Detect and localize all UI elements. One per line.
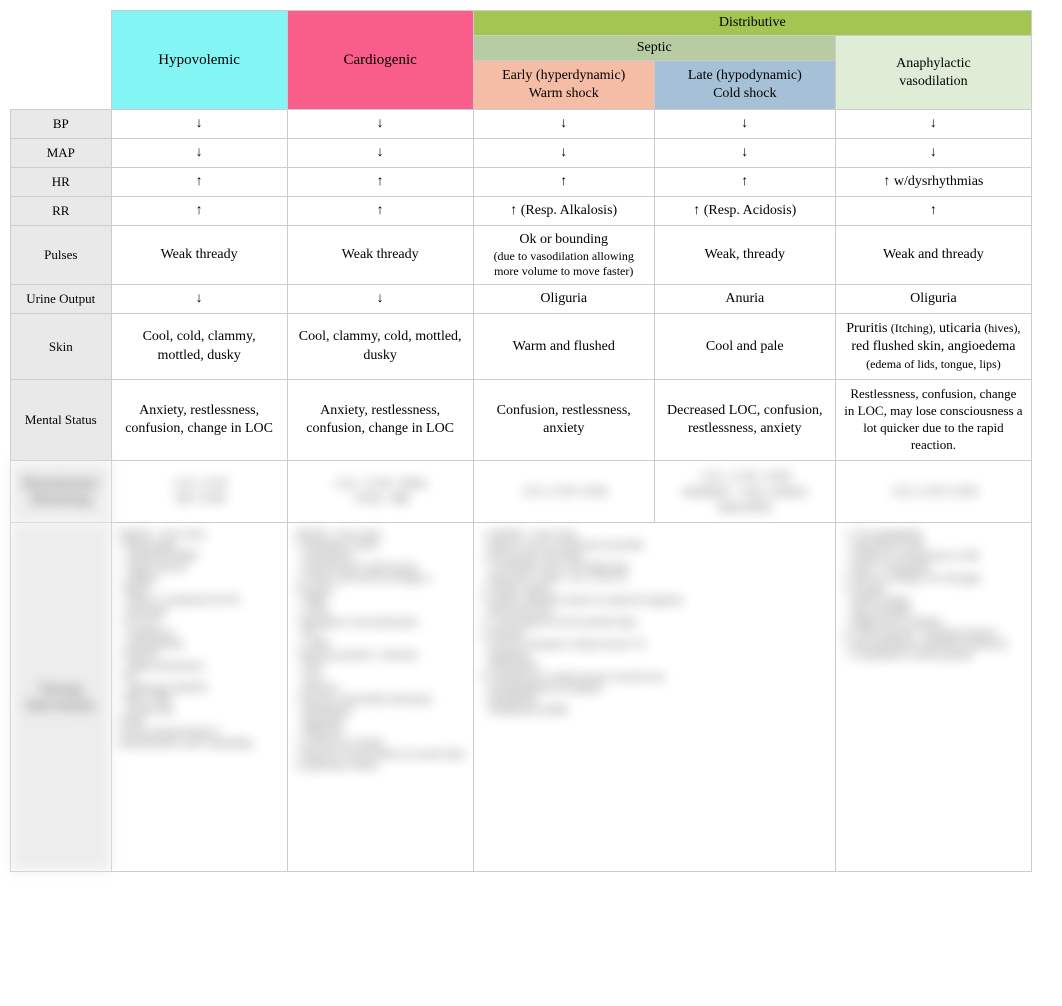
bp-early: ↓ (473, 110, 654, 139)
map-late: ↓ (654, 139, 835, 168)
rr-cardio: ↑ (287, 197, 473, 226)
anaphylactic-line1: Anaphylactic (896, 56, 971, 71)
mental-early: Confusion, restlessness, anxiety (473, 380, 654, 461)
header-hypovolemic: Hypovolemic (111, 11, 287, 110)
header-cardiogenic: Cardiogenic (287, 11, 473, 110)
row-nursing: Nursing Interventions Identify + treat c… (11, 522, 1032, 871)
label-hemo: Hemodynamic Monitoring (11, 460, 112, 522)
early-line2: Warm shock (529, 86, 599, 101)
pulses-ana: Weak and thready (835, 226, 1031, 285)
mental-cardio: Anxiety, restlessness, confusion, change… (287, 380, 473, 461)
header-late: Late (hypodynamic) Cold shock (654, 61, 835, 110)
skin-ana-1c: uticaria (939, 321, 981, 336)
hemo-ana: ↓CO ↓CVP ↓SVR (835, 460, 1031, 522)
mental-ana: Restlessness, confusion, change in LOC, … (835, 380, 1031, 461)
skin-hypo: Cool, cold, clammy, mottled, dusky (111, 313, 287, 379)
map-cardio: ↓ (287, 139, 473, 168)
label-nursing: Nursing Interventions (11, 522, 112, 871)
nursing-cardio: Identify + treat cause: • Arrhythmia con… (287, 522, 473, 871)
urine-early: Oliguria (473, 284, 654, 313)
header-anaphylactic: Anaphylactic vasodilation (835, 36, 1031, 110)
urine-ana: Oliguria (835, 284, 1031, 313)
header-row-1: Hypovolemic Cardiogenic Distributive (11, 11, 1032, 36)
nursing-septic: 1. Identify + treat cause – Remove sourc… (473, 522, 835, 871)
shock-comparison-table: Hypovolemic Cardiogenic Distributive Sep… (10, 10, 1032, 872)
row-bp: BP ↓ ↓ ↓ ↓ ↓ (11, 110, 1032, 139)
skin-early: Warm and flushed (473, 313, 654, 379)
row-pulses: Pulses Weak thready Weak thready Ok or b… (11, 226, 1032, 285)
label-hr: HR (11, 168, 112, 197)
skin-ana-2: red flushed skin, angioedema (851, 339, 1015, 354)
pulses-hypo: Weak thready (111, 226, 287, 285)
hemo-late: ↓CO, ↑CVP, ↑SVR metabolic + resp. acidos… (654, 460, 835, 522)
hr-late: ↑ (654, 168, 835, 197)
nursing-ana: 1. Give epinephrine – 1mg IM q5-15min – … (835, 522, 1031, 871)
rr-early: ↑ (Resp. Alkalosis) (473, 197, 654, 226)
rr-late: ↑ (Resp. Acidosis) (654, 197, 835, 226)
row-hr: HR ↑ ↑ ↑ ↑ ↑ w/dysrhythmias (11, 168, 1032, 197)
header-distributive: Distributive (473, 11, 1031, 36)
map-ana: ↓ (835, 139, 1031, 168)
corner-cell (11, 11, 112, 110)
late-line2: Cold shock (713, 86, 776, 101)
pulses-late: Weak, thready (654, 226, 835, 285)
hr-cardio: ↑ (287, 168, 473, 197)
skin-ana-1a: Pruritis (846, 321, 887, 336)
map-early: ↓ (473, 139, 654, 168)
hemo-cardio: ↓CO, ↑CVP, ↑PAW, ↑SVR, ↑HR (287, 460, 473, 522)
label-map: MAP (11, 139, 112, 168)
bp-late: ↓ (654, 110, 835, 139)
rr-hypo: ↑ (111, 197, 287, 226)
hemo-early: ↑CO ↓CVP ↓SVR (473, 460, 654, 522)
bp-hypo: ↓ (111, 110, 287, 139)
mental-late: Decreased LOC, confusion, restlessness, … (654, 380, 835, 461)
pulses-early: Ok or bounding (due to vasodilation allo… (473, 226, 654, 285)
hemo-hypo: ↓CO ↓CVP ↓PA ↑SVR (111, 460, 287, 522)
row-urine: Urine Output ↓ ↓ Oliguria Anuria Oliguri… (11, 284, 1032, 313)
header-early: Early (hyperdynamic) Warm shock (473, 61, 654, 110)
row-mental: Mental Status Anxiety, restlessness, con… (11, 380, 1032, 461)
pulses-early-line2: (due to vasodilation allowing more volum… (494, 249, 634, 277)
hr-hypo: ↑ (111, 168, 287, 197)
urine-hypo: ↓ (111, 284, 287, 313)
late-line1: Late (hypodynamic) (688, 68, 802, 83)
label-bp: BP (11, 110, 112, 139)
early-line1: Early (hyperdynamic) (502, 68, 625, 83)
skin-ana-3: (edema of lids, tongue, lips) (866, 357, 1001, 371)
row-rr: RR ↑ ↑ ↑ (Resp. Alkalosis) ↑ (Resp. Acid… (11, 197, 1032, 226)
row-hemo: Hemodynamic Monitoring ↓CO ↓CVP ↓PA ↑SVR… (11, 460, 1032, 522)
hr-ana: ↑ w/dysrhythmias (835, 168, 1031, 197)
urine-late: Anuria (654, 284, 835, 313)
anaphylactic-line2: vasodilation (899, 74, 967, 89)
map-hypo: ↓ (111, 139, 287, 168)
skin-late: Cool and pale (654, 313, 835, 379)
pulses-early-line1: Ok or bounding (519, 232, 608, 247)
hr-early: ↑ (473, 168, 654, 197)
mental-hypo: Anxiety, restlessness, confusion, change… (111, 380, 287, 461)
row-skin: Skin Cool, cold, clammy, mottled, dusky … (11, 313, 1032, 379)
label-rr: RR (11, 197, 112, 226)
bp-ana: ↓ (835, 110, 1031, 139)
label-skin: Skin (11, 313, 112, 379)
bp-cardio: ↓ (287, 110, 473, 139)
urine-cardio: ↓ (287, 284, 473, 313)
pulses-cardio: Weak thready (287, 226, 473, 285)
rr-ana: ↑ (835, 197, 1031, 226)
row-map: MAP ↓ ↓ ↓ ↓ ↓ (11, 139, 1032, 168)
skin-ana: Pruritis (Itching), uticaria (hives), re… (835, 313, 1031, 379)
label-mental: Mental Status (11, 380, 112, 461)
skin-ana-1d: (hives), (984, 321, 1020, 335)
header-septic: Septic (473, 36, 835, 61)
nursing-hypo: Identify + treat cause: • Hemorrhage – A… (111, 522, 287, 871)
skin-ana-1b: (Itching), (891, 321, 936, 335)
label-urine: Urine Output (11, 284, 112, 313)
skin-cardio: Cool, clammy, cold, mottled, dusky (287, 313, 473, 379)
label-pulses: Pulses (11, 226, 112, 285)
